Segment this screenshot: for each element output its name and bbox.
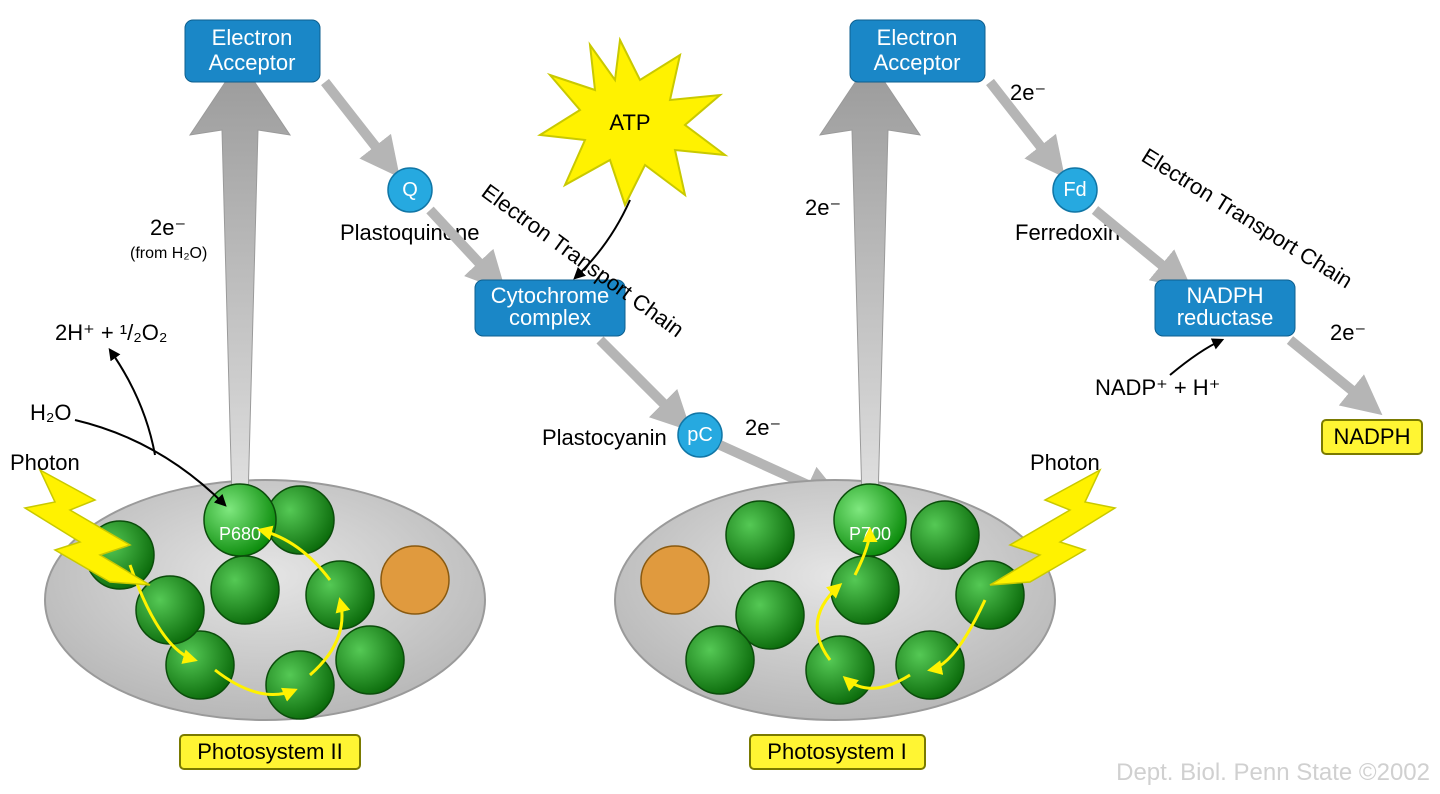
p680-label: P680 [219,524,261,544]
arrow-fd-to-red [1095,210,1180,280]
chlorophyll-sphere [806,636,874,704]
carotenoid-sphere [381,546,449,614]
pc-symbol: pC [687,424,713,446]
nadp-input: NADP⁺ + H⁺ [1095,375,1220,400]
arrow-red-to-nadph [1290,340,1370,405]
fd-symbol: Fd [1063,179,1086,201]
psii-title: Photosystem II [197,739,343,764]
arrow-acceptor-to-q [325,82,390,165]
chlorophyll-sphere [136,576,204,644]
psi-acceptor-l1: Electron [877,25,958,50]
chlorophyll-sphere [336,626,404,694]
p700-sphere [834,484,906,556]
nadph-label: NADPH [1333,424,1410,449]
chlorophyll-sphere [726,501,794,569]
etc2-2e-b: 2e⁻ [1330,320,1366,345]
chlorophyll-sphere [686,626,754,694]
psi-photon-label: Photon [1030,450,1100,475]
pc-name: Plastocyanin [542,425,667,450]
psii-2e-from: (from H₂O) [130,245,207,262]
credit-text: Dept. Biol. Penn State ©2002 [1116,759,1430,786]
h2o-products: 2H⁺ + ¹/₂O₂ [55,320,167,345]
nadp-arrow [1170,340,1222,375]
psi-acceptor-l2: Acceptor [874,50,961,75]
photosynthesis-diagram: P680 Photon H₂O 2H⁺ + ¹/₂O₂ 2e⁻ (from H₂… [0,0,1440,794]
psii-up-arrow [190,60,290,500]
atp-label: ATP [609,110,650,135]
chlorophyll-sphere [831,556,899,624]
chlorophyll-sphere [306,561,374,629]
etc2-2e-a: 2e⁻ [1010,80,1046,105]
psi-up-arrow [820,60,920,500]
atp-star-icon: ATP [540,40,725,205]
psii-photon-label: Photon [10,450,80,475]
q-symbol: Q [402,179,418,201]
psi-2e-label: 2e⁻ [805,195,841,220]
cyt-l2: complex [509,305,591,330]
chlorophyll-sphere [211,556,279,624]
chlorophyll-sphere [911,501,979,569]
h2o-label: H₂O [30,400,72,425]
carotenoid-sphere [641,546,709,614]
chlorophyll-sphere [896,631,964,699]
arrow-cyt-to-pc [600,340,680,420]
red-l2: reductase [1177,305,1274,330]
psii-2e-label: 2e⁻ [150,215,186,240]
etc1-2e: 2e⁻ [745,415,781,440]
psii-acceptor-l2: Acceptor [209,50,296,75]
psii-acceptor-l1: Electron [212,25,293,50]
psi-title: Photosystem I [767,739,906,764]
